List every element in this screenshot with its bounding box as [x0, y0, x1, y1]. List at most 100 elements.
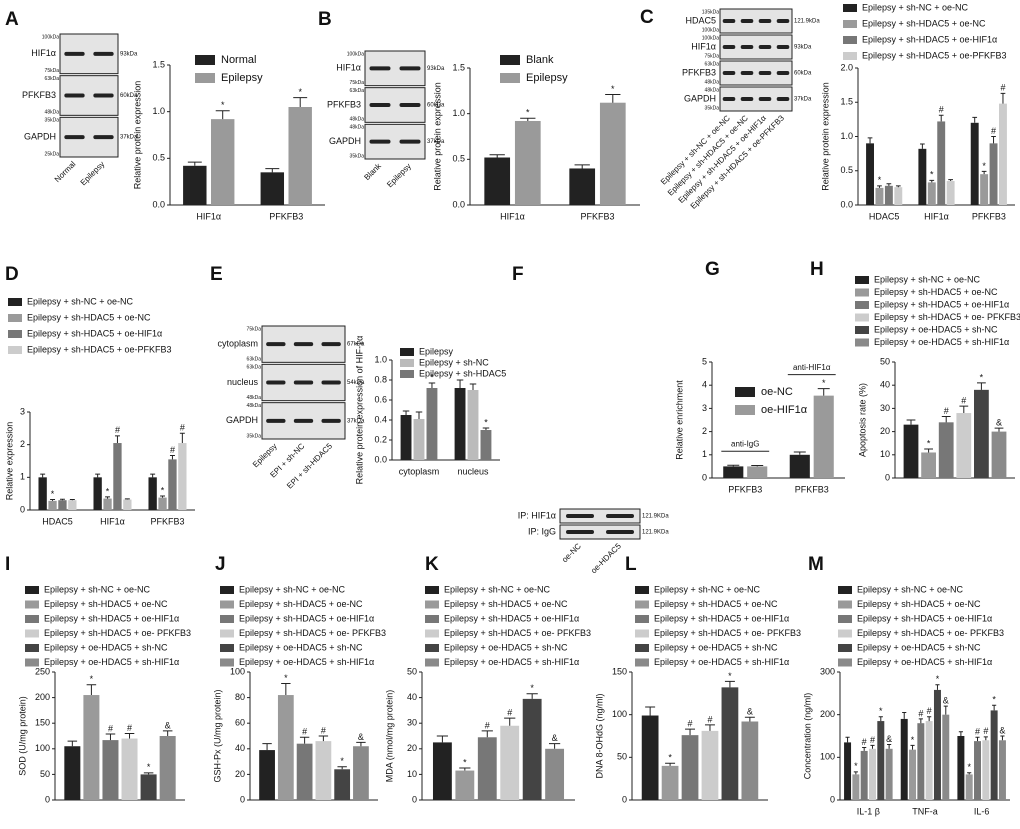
- error-bar: [402, 410, 410, 415]
- blot-band: [722, 19, 736, 23]
- blot-band: [321, 342, 341, 347]
- legend-label: Epilepsy + sh-HDAC5 + oe-HIF1α: [862, 34, 997, 44]
- y-tick-label: 4: [702, 380, 707, 390]
- legend-label: Epilepsy + sh-HDAC5 + oe-HIF1α: [654, 613, 789, 623]
- bar: [866, 143, 874, 205]
- legend-label: Epilepsy + sh-NC + oe-NC: [239, 584, 346, 594]
- group-label: anti-IgG: [731, 439, 759, 448]
- legend-label: Epilepsy + sh-HDAC5 + oe-NC: [44, 599, 168, 609]
- blot-row-label: PFKFB3: [22, 90, 56, 100]
- legend-label: Epilepsy + sh-NC + oe-NC: [27, 296, 134, 306]
- legend-swatch: [735, 387, 755, 397]
- panel-letter: C: [640, 7, 654, 28]
- legend-swatch: [25, 586, 39, 594]
- blot-marker: 48kDa: [350, 125, 365, 131]
- blot-marker: 75kDa: [247, 326, 262, 332]
- blot-band: [776, 19, 790, 23]
- bar: [259, 750, 275, 800]
- blot-band: [266, 418, 286, 423]
- significance-mark: *: [106, 486, 110, 496]
- panel-letter: M: [808, 554, 824, 575]
- y-tick-label: 80: [235, 692, 245, 702]
- significance-mark: #: [115, 425, 120, 435]
- legend-swatch: [855, 301, 869, 309]
- legend-swatch: [425, 615, 439, 623]
- legend-swatch: [25, 629, 39, 638]
- bar: [500, 725, 520, 800]
- blot-band: [64, 51, 85, 56]
- legend-swatch: [843, 52, 857, 60]
- y-tick-label: 30: [407, 718, 417, 728]
- y-tick-label: 40: [880, 380, 890, 390]
- blot-size-label: 60kDa: [794, 71, 812, 77]
- y-tick-label: 2: [20, 439, 25, 449]
- bar: [353, 746, 369, 800]
- significance-mark: #: [961, 395, 966, 405]
- blot-band: [293, 418, 314, 423]
- significance-mark: *: [967, 762, 971, 772]
- legend-swatch: [838, 629, 852, 638]
- legend-swatch: [195, 55, 215, 65]
- bar: [121, 738, 138, 800]
- bar: [789, 454, 810, 478]
- legend-label: Epilepsy + sh-HDAC5 + oe-HIF1α: [874, 299, 1009, 309]
- error-bar: [574, 164, 590, 169]
- legend-label: Epilepsy + sh-HDAC5 + oe-HIF1α: [857, 613, 992, 623]
- y-tick-label: 0: [45, 794, 50, 804]
- legend-label: Epilepsy + sh-HDAC5 + oe-HIF1α: [444, 613, 579, 623]
- blot-band: [93, 93, 114, 98]
- x-tick-label: PFKFB3: [150, 516, 184, 526]
- bar: [168, 459, 177, 510]
- blot-size-label: 60kDa: [120, 93, 138, 99]
- bar: [998, 740, 1006, 800]
- legend-label: Epilepsy + sh-HDAC5 + oe-NC: [862, 18, 986, 28]
- y-axis-label: Relative protein expression of HIF-1α: [354, 336, 364, 485]
- blot-band: [776, 97, 790, 101]
- blot-band: [64, 135, 85, 140]
- error-bar: [281, 683, 291, 696]
- legend-swatch: [500, 55, 520, 65]
- blot-lane-label: Epilepsy: [385, 162, 413, 190]
- bar: [868, 748, 876, 800]
- significance-mark: *: [980, 372, 984, 382]
- y-tick-label: 2.0: [840, 62, 853, 72]
- error-bar: [526, 693, 538, 699]
- significance-mark: #: [991, 126, 996, 136]
- bar: [159, 736, 176, 800]
- blot-size-label: 93kDa: [794, 45, 812, 51]
- y-axis-label: MDA (nmol/mg protein): [384, 690, 394, 783]
- blot-band: [740, 97, 754, 101]
- significance-mark: *: [284, 673, 288, 683]
- blot-marker: 35kDa: [350, 153, 365, 159]
- legend-label: Epilepsy + oe-HDAC5 + sh-HIF1α: [857, 657, 992, 667]
- panel-letter: B: [318, 9, 332, 30]
- y-tick-label: 100: [35, 743, 50, 753]
- significance-mark: *: [530, 683, 534, 693]
- blot-size-label: 37kDa: [347, 418, 365, 424]
- error-bar: [886, 183, 892, 186]
- panel-letter: I: [5, 554, 10, 575]
- legend-swatch: [8, 314, 22, 322]
- legend-label: Epilepsy + sh-HDAC5 + oe-HIF1α: [239, 613, 374, 623]
- y-tick-label: 0.0: [452, 199, 465, 209]
- y-tick-label: 0.5: [840, 165, 853, 175]
- error-bar: [179, 432, 185, 444]
- blot-band: [740, 71, 754, 75]
- y-tick-label: 200: [35, 692, 50, 702]
- blot-marker: 48kDa: [247, 395, 262, 401]
- y-tick-label: 2: [702, 426, 707, 436]
- blot-row-label: HIF1α: [691, 41, 716, 51]
- significance-mark: #: [983, 726, 988, 736]
- bar: [894, 187, 903, 205]
- blot-marker: 63kDa: [350, 88, 365, 94]
- y-tick-label: 0.0: [840, 199, 853, 209]
- blot-band: [776, 45, 790, 49]
- significance-mark: #: [321, 725, 326, 735]
- bar: [83, 695, 100, 800]
- bar: [178, 443, 187, 510]
- error-bar: [981, 170, 987, 175]
- y-tick-label: 50: [880, 356, 890, 366]
- error-bar: [927, 716, 932, 722]
- bar: [148, 477, 157, 510]
- significance-mark: *: [728, 671, 732, 681]
